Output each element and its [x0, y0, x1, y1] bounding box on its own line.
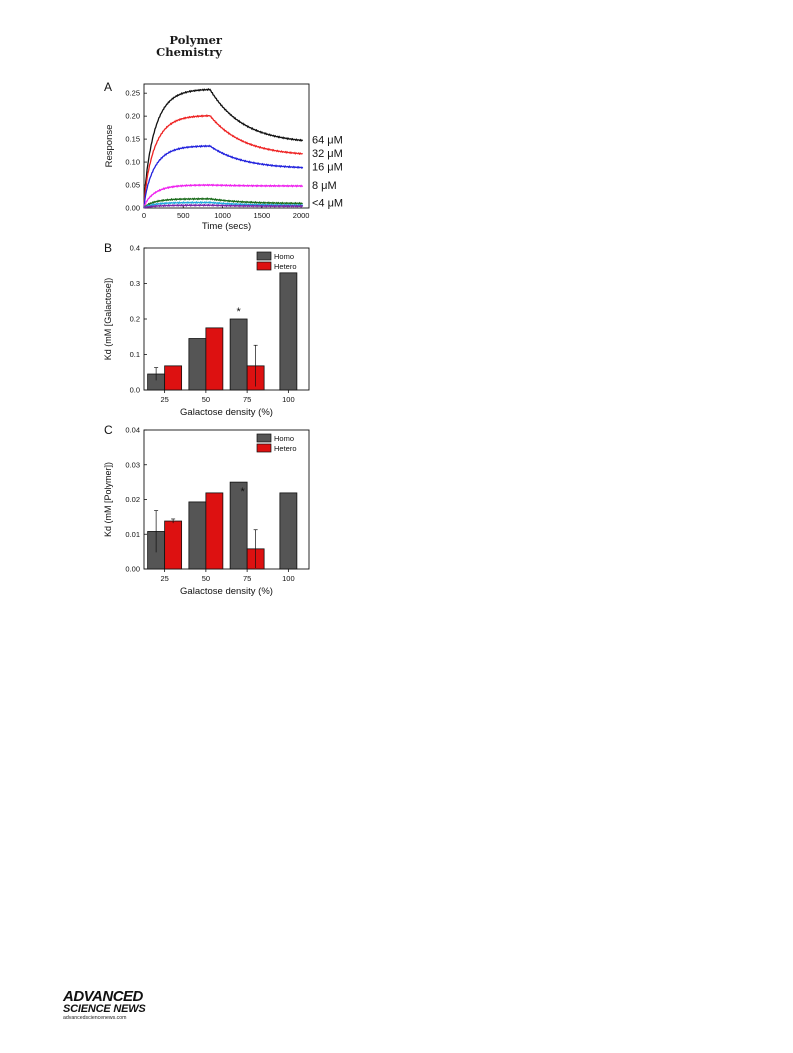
panel-b-ylabel: Kd (mM [Galactose]): [103, 278, 113, 361]
panel-b-legend-label-0: Homo: [274, 252, 294, 261]
panel-label-c: C: [104, 423, 113, 437]
panel-c-legend-swatch-0: [256, 433, 272, 443]
panel-b-bar-hetero-25: [164, 365, 183, 391]
journal-title: Polymer Chemistry: [146, 34, 222, 58]
publisher-logo: ADVANCED SCIENCE NEWS advancedsciencenew…: [63, 988, 163, 1021]
panel-b-ytick-label-3: 0.3: [130, 279, 140, 288]
panel-b-xtick-label-2: 75: [243, 395, 251, 404]
panel-a-ytick-label-3: 0.15: [125, 135, 140, 144]
panel-a-frame: [143, 83, 310, 209]
panel-b-ytick-label-2: 0.2: [130, 315, 140, 324]
panel-a-series-label-0: 64 μM: [312, 134, 343, 146]
panel-b-ytick-label-4: 0.4: [130, 244, 140, 253]
panel-b-chart: 0.0 0.1 0.2 0.3 0.4 25 50 75 100 * Galactose densi…: [103, 244, 310, 418]
panel-b-legend-label-1: Hetero: [274, 262, 297, 271]
panel-c-ytick-label-3: 0.03: [125, 460, 140, 469]
panel-a-xtick-label-4: 2000: [293, 211, 310, 220]
logo-line3: advancedsciencenews.com: [63, 1015, 127, 1021]
panel-a-ytick-label-1: 0.05: [125, 181, 140, 190]
panel-b-bar-hetero-50: [205, 327, 224, 391]
panel-c-xtick-label-2: 75: [243, 574, 251, 583]
panel-b-xtick-label-1: 50: [202, 395, 210, 404]
panel-c-ytick-label-0: 0.00: [125, 565, 140, 574]
journal-title-line2: Chemistry: [156, 45, 222, 59]
panel-label-b: B: [104, 241, 112, 255]
panel-a-series-line-5: [143, 200, 304, 209]
panel-c-bar-homo-100: [279, 492, 298, 570]
panel-a-xtick-label-2: 1000: [214, 211, 231, 220]
panel-b-bar-homo-75: [229, 318, 248, 391]
panel-b-legend-swatch-0: [256, 251, 272, 261]
panel-a-series-line-0: [143, 87, 304, 209]
panel-b-xlabel: Galactose density (%): [180, 407, 273, 418]
panel-a-series-line-2: [143, 144, 304, 208]
panel-a-series-label-1: 32 μM: [312, 148, 343, 160]
panel-c-xtick-label-3: 100: [282, 574, 295, 583]
panel-a-ytick-label-4: 0.20: [125, 112, 140, 121]
panel-c-bar-homo-50: [188, 501, 207, 570]
panel-c-xlabel: Galactose density (%): [180, 586, 273, 597]
panel-a-ytick-label-5: 0.25: [125, 89, 140, 98]
panel-b-bar-homo-50: [188, 338, 207, 391]
panel-a-ytick-label-0: 0.00: [125, 204, 140, 213]
panel-b-annotation-0: *: [236, 306, 241, 318]
panel-a-series-line-3: [143, 183, 304, 209]
panel-c-annotation-0: *: [240, 486, 245, 498]
panel-a-ytick-label-2: 0.10: [125, 158, 140, 167]
panel-c-bar-hetero-50: [205, 492, 224, 570]
panel-b-xtick-label-3: 100: [282, 395, 295, 404]
panel-b-bar-homo-100: [279, 272, 298, 391]
panel-c-bar-hetero-25: [164, 520, 183, 570]
panel-a-series-label-2: 16 μM: [312, 162, 343, 174]
panel-a-chart: 0.00 0.05 0.10 0.15 0.20 0.25 0 500 1000 1500 2000…: [104, 83, 343, 232]
panel-a-ylabel: Response: [104, 125, 115, 168]
panel-b-legend-swatch-1: [256, 261, 272, 271]
panel-c-xtick-label-0: 25: [160, 574, 168, 583]
panel-a-xlabel: Time (secs): [202, 221, 251, 232]
panel-a-xtick-label-1: 500: [177, 211, 190, 220]
panel-c-ytick-label-2: 0.02: [125, 495, 140, 504]
panel-b-ytick-label-1: 0.1: [130, 350, 140, 359]
logo-line1: ADVANCED: [63, 988, 143, 1005]
panel-a-series-line-1: [143, 114, 303, 208]
logo-line2: SCIENCE NEWS: [63, 1003, 146, 1015]
panel-a-series-line-6: [143, 203, 304, 209]
panel-label-a: A: [104, 80, 112, 94]
panel-a-xtick-label-3: 1500: [254, 211, 271, 220]
panel-c-xtick-label-1: 50: [202, 574, 210, 583]
panel-a-xtick-label-0: 0: [142, 211, 146, 220]
panel-a-series-label-4: <4 μM: [312, 197, 343, 209]
panel-c-legend-swatch-1: [256, 443, 272, 453]
panel-c-ytick-label-1: 0.01: [125, 530, 140, 539]
journal-title-line1: Polymer: [169, 33, 222, 47]
panel-c-bar-homo-75: [229, 481, 248, 570]
panel-c-chart: 0.00 0.01 0.02 0.03 0.04 25 50 75 100 * Galactose …: [103, 426, 310, 597]
panel-a-series-line-4: [143, 197, 303, 209]
panel-c-ylabel: Kd (mM [Polymer]): [103, 462, 113, 537]
panel-c-legend-label-1: Hetero: [274, 444, 297, 453]
panel-b-ytick-label-0: 0.0: [130, 386, 140, 395]
panel-b-xtick-label-0: 25: [160, 395, 168, 404]
panel-c-legend-label-0: Homo: [274, 434, 294, 443]
panel-a-series-label-3: 8 μM: [312, 180, 337, 192]
panel-c-ytick-label-4: 0.04: [125, 426, 140, 435]
